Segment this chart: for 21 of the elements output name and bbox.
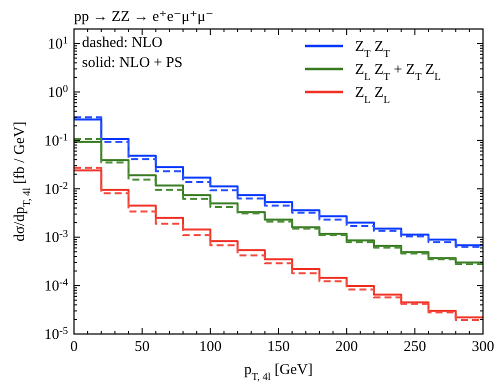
legend-label: Z$_{L}$ Z$_{L}$ — [355, 85, 390, 106]
x-tick-label: 0 — [70, 339, 78, 355]
x-tick-label: 300 — [472, 339, 494, 355]
x-axis-title: p$_{T, 4l}$ [GeV] — [244, 362, 313, 382]
annotation: dashed: NLO — [82, 35, 163, 51]
x-tick-label: 50 — [134, 339, 150, 355]
legend-label: Z$_{L}$ Z$_{T}$ + Z$_{T}$ Z$_{L}$ — [355, 62, 441, 82]
y-tick-label: 10$^{0}$ — [48, 83, 68, 101]
x-tick-label: 100 — [199, 339, 222, 355]
x-tick-label: 200 — [335, 339, 358, 355]
y-tick-label: 10$^{-3}$ — [44, 228, 68, 246]
chart-title: pp → ZZ → e⁺e⁻μ⁺μ⁻ — [74, 9, 214, 25]
legend-label: Z$_{T}$ Z$_{T}$ — [355, 39, 391, 60]
y-tick-label: 10$^{-1}$ — [44, 132, 68, 150]
y-tick-label: 10$^{-5}$ — [44, 326, 68, 343]
y-tick-label: 10$^{-4}$ — [44, 277, 69, 295]
annotation: solid: NLO + PS — [82, 55, 183, 71]
y-tick-label: 10$^{-2}$ — [44, 180, 68, 198]
x-tick-label: 150 — [267, 339, 290, 355]
y-tick-label: 10$^{1}$ — [48, 35, 68, 53]
x-tick-label: 250 — [404, 339, 426, 355]
